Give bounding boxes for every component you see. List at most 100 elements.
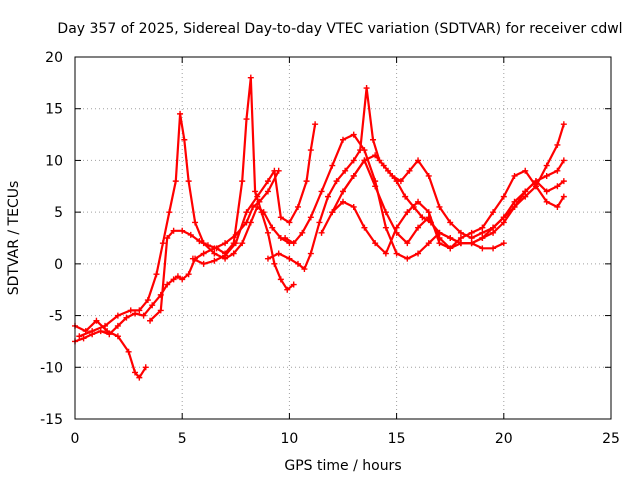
data-point-marker: [307, 250, 314, 257]
axis-ticks: 0 5 10 15 20 25 -15 -10 -5 0 5 10 15 20: [40, 50, 620, 447]
data-point-marker: [490, 229, 497, 236]
data-point-marker: [318, 229, 325, 236]
series-line: [266, 86, 505, 271]
data-point-marker: [511, 198, 518, 205]
data-point-marker: [457, 235, 464, 241]
data-point-marker: [522, 193, 529, 200]
y-tick-label: 0: [54, 257, 63, 273]
data-point-marker: [286, 219, 293, 226]
data-point-marker: [447, 235, 454, 241]
data-point-marker: [97, 328, 104, 335]
data-point-marker: [389, 172, 396, 179]
data-point-marker: [211, 250, 218, 257]
data-point-marker: [153, 271, 160, 278]
data-point-marker: [277, 276, 284, 283]
data-point-marker: [382, 209, 389, 216]
data-point-marker: [340, 188, 346, 195]
data-point-marker: [147, 317, 154, 324]
data-point-marker: [239, 178, 246, 185]
data-point-marker: [404, 209, 411, 216]
data-point-marker: [372, 240, 379, 247]
data-point-marker: [361, 224, 368, 231]
y-axis-label: SDTVAR / TECUs: [6, 181, 22, 296]
data-point-marker: [299, 229, 306, 236]
data-point-marker: [282, 235, 289, 241]
data-point-marker: [342, 167, 349, 174]
data-point-marker: [312, 121, 319, 128]
data-point-marker: [479, 245, 486, 252]
data-point-marker: [185, 178, 192, 185]
data-point-marker: [436, 203, 443, 210]
series-line: [341, 159, 565, 250]
data-point-marker: [468, 235, 475, 241]
data-point-marker: [166, 209, 173, 216]
data-point-marker: [522, 188, 529, 195]
data-point-marker: [93, 317, 100, 324]
series-trace-g: [282, 121, 567, 262]
data-point-marker: [447, 219, 454, 226]
data-point-marker: [170, 227, 177, 234]
data-point-marker: [89, 328, 96, 335]
data-point-marker: [189, 255, 196, 262]
data-point-marker: [179, 276, 186, 283]
data-point-marker: [490, 224, 497, 231]
data-point-marker: [132, 369, 139, 376]
data-point-marker: [136, 307, 143, 314]
data-point-marker: [324, 193, 331, 200]
data-point-marker: [172, 178, 179, 185]
data-point-marker: [76, 333, 83, 340]
data-point-marker: [136, 374, 143, 381]
data-point-marker: [301, 266, 308, 273]
data-point-marker: [372, 183, 379, 190]
y-tick-label: 10: [45, 153, 63, 169]
data-point-marker: [177, 110, 184, 117]
data-point-marker: [114, 312, 121, 319]
data-point-marker: [350, 172, 357, 179]
data-point-marker: [222, 240, 229, 247]
data-point-marker: [532, 178, 539, 185]
data-point-marker: [286, 255, 293, 262]
y-tick-label: -10: [40, 360, 63, 376]
data-point-marker: [290, 281, 297, 288]
data-point-marker: [436, 240, 443, 247]
data-point-marker: [479, 229, 486, 236]
data-point-marker: [419, 214, 426, 221]
data-point-marker: [382, 224, 389, 231]
data-point-marker: [294, 260, 301, 267]
data-point-marker: [80, 335, 87, 342]
data-point-marker: [340, 136, 346, 143]
grid: [75, 57, 611, 419]
data-point-marker: [500, 214, 507, 221]
data-point-marker: [457, 229, 464, 236]
data-point-marker: [264, 255, 271, 262]
data-point-marker: [185, 271, 192, 278]
data-point-marker: [500, 193, 507, 200]
data-point-marker: [397, 178, 404, 185]
data-point-marker: [425, 209, 432, 216]
data-point-marker: [243, 209, 250, 216]
x-tick-label: 25: [602, 431, 620, 447]
data-point-marker: [123, 314, 130, 321]
data-point-marker: [532, 183, 539, 190]
data-point-marker: [222, 252, 229, 259]
data-point-marker: [380, 162, 387, 169]
series-line: [78, 112, 291, 338]
x-tick-label: 5: [178, 431, 187, 447]
data-point-marker: [415, 198, 422, 205]
data-point-marker: [254, 193, 261, 200]
data-point-marker: [290, 240, 297, 247]
x-tick-label: 0: [71, 431, 80, 447]
plot-frame: [74, 56, 612, 420]
data-point-marker: [554, 183, 561, 190]
data-point-marker: [275, 250, 282, 257]
data-point-marker: [211, 257, 218, 264]
data-point-marker: [277, 214, 284, 221]
data-point-marker: [425, 240, 432, 247]
data-point-marker: [404, 255, 411, 262]
data-point-marker: [142, 364, 149, 371]
data-point-marker: [436, 235, 443, 241]
data-point-marker: [425, 214, 432, 221]
data-point-marker: [560, 193, 567, 200]
data-point-marker: [415, 157, 422, 164]
